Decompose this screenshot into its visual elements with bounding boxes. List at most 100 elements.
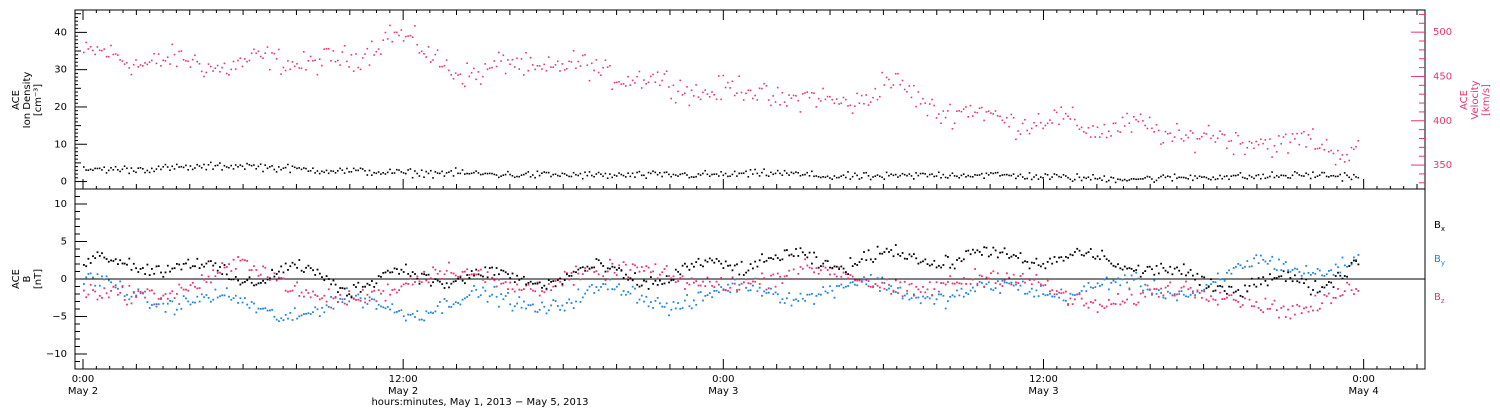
bz-point	[713, 286, 716, 288]
bz-point	[396, 291, 398, 294]
bx-point	[1291, 280, 1294, 283]
bz-point	[550, 289, 552, 292]
bx-point	[559, 277, 561, 280]
bz-point	[305, 289, 307, 291]
bz-point	[586, 270, 589, 272]
velocity-point	[815, 106, 818, 108]
density-point	[894, 173, 897, 176]
by-point	[1316, 268, 1319, 270]
density-point	[747, 176, 750, 178]
by-point	[502, 298, 505, 301]
density-point	[92, 169, 94, 171]
density-point	[162, 166, 164, 168]
bx-point	[1096, 255, 1099, 258]
bx-point	[867, 249, 870, 252]
bx-point	[756, 265, 759, 268]
by-point	[1182, 293, 1185, 296]
velocity-point	[321, 64, 323, 67]
bz-point	[1040, 283, 1042, 286]
velocity-point	[432, 59, 434, 61]
by-point	[375, 308, 378, 310]
by-point	[470, 290, 473, 292]
density-point	[622, 174, 625, 177]
bz-point	[85, 296, 88, 299]
density-point	[187, 169, 189, 171]
by-point	[330, 296, 332, 298]
bz-point	[756, 277, 759, 280]
velocity-point	[1262, 142, 1264, 145]
velocity-point	[148, 61, 151, 63]
bx-point	[139, 268, 142, 270]
density-point	[391, 172, 393, 174]
by-point	[815, 295, 818, 297]
by-point	[1080, 290, 1083, 292]
by-point	[677, 302, 679, 304]
velocity-point	[1112, 122, 1115, 125]
density-point	[636, 171, 638, 174]
density-point	[266, 167, 269, 170]
bz-point	[720, 277, 723, 279]
by-point	[566, 302, 568, 304]
x-tick-date: May 4	[1349, 386, 1379, 397]
density-point	[661, 175, 663, 178]
bz-point	[924, 291, 927, 294]
density-point	[484, 172, 486, 175]
bz-point	[153, 292, 156, 295]
bx-point	[897, 253, 899, 256]
density-point	[191, 168, 194, 171]
bx-point	[699, 264, 702, 266]
velocity-point	[588, 79, 591, 82]
by-point	[847, 285, 849, 287]
bz-point	[625, 263, 627, 266]
density-point	[1309, 177, 1312, 180]
density-point	[309, 170, 312, 172]
density-point	[1246, 178, 1248, 180]
density-point	[720, 171, 722, 173]
velocity-point	[411, 36, 414, 38]
bx-point	[364, 285, 366, 288]
bz-point	[493, 279, 496, 282]
bz-point	[690, 277, 693, 280]
bz-point	[736, 289, 738, 291]
density-point	[1055, 174, 1058, 176]
velocity-point	[1153, 131, 1155, 133]
velocity-point	[1155, 124, 1158, 126]
bz-point	[389, 293, 391, 296]
bx-point	[615, 268, 618, 271]
density-point	[756, 172, 759, 175]
density-point	[200, 167, 203, 169]
bz-point	[1307, 310, 1310, 313]
velocity-point	[597, 71, 600, 74]
bx-point	[504, 271, 507, 274]
velocity-point	[237, 59, 239, 62]
density-point	[262, 170, 264, 173]
velocity-point	[495, 65, 498, 68]
density-point	[790, 171, 793, 174]
density-point	[647, 171, 650, 174]
density-point	[615, 175, 618, 177]
bz-point	[1078, 293, 1081, 296]
velocity-point	[994, 110, 997, 112]
bx-point	[439, 280, 441, 283]
bx-point	[1067, 256, 1069, 259]
velocity-point	[230, 68, 232, 71]
density-point	[425, 170, 427, 173]
density-point	[527, 171, 530, 173]
by-point	[1133, 278, 1135, 281]
velocity-point	[557, 60, 559, 63]
velocity-point	[189, 66, 192, 68]
by-point	[792, 299, 795, 301]
bx-point	[1148, 265, 1151, 268]
density-point	[745, 170, 747, 173]
bz-point	[1318, 307, 1321, 310]
velocity-point	[98, 49, 101, 52]
bz-point	[747, 282, 750, 285]
density-point	[1001, 174, 1004, 176]
by-point	[711, 296, 713, 299]
bx-point	[661, 283, 664, 285]
bz-point	[581, 273, 584, 275]
density-point	[1119, 178, 1121, 181]
density-point	[559, 175, 561, 177]
velocity-point	[393, 31, 396, 34]
by-point	[1142, 289, 1144, 292]
